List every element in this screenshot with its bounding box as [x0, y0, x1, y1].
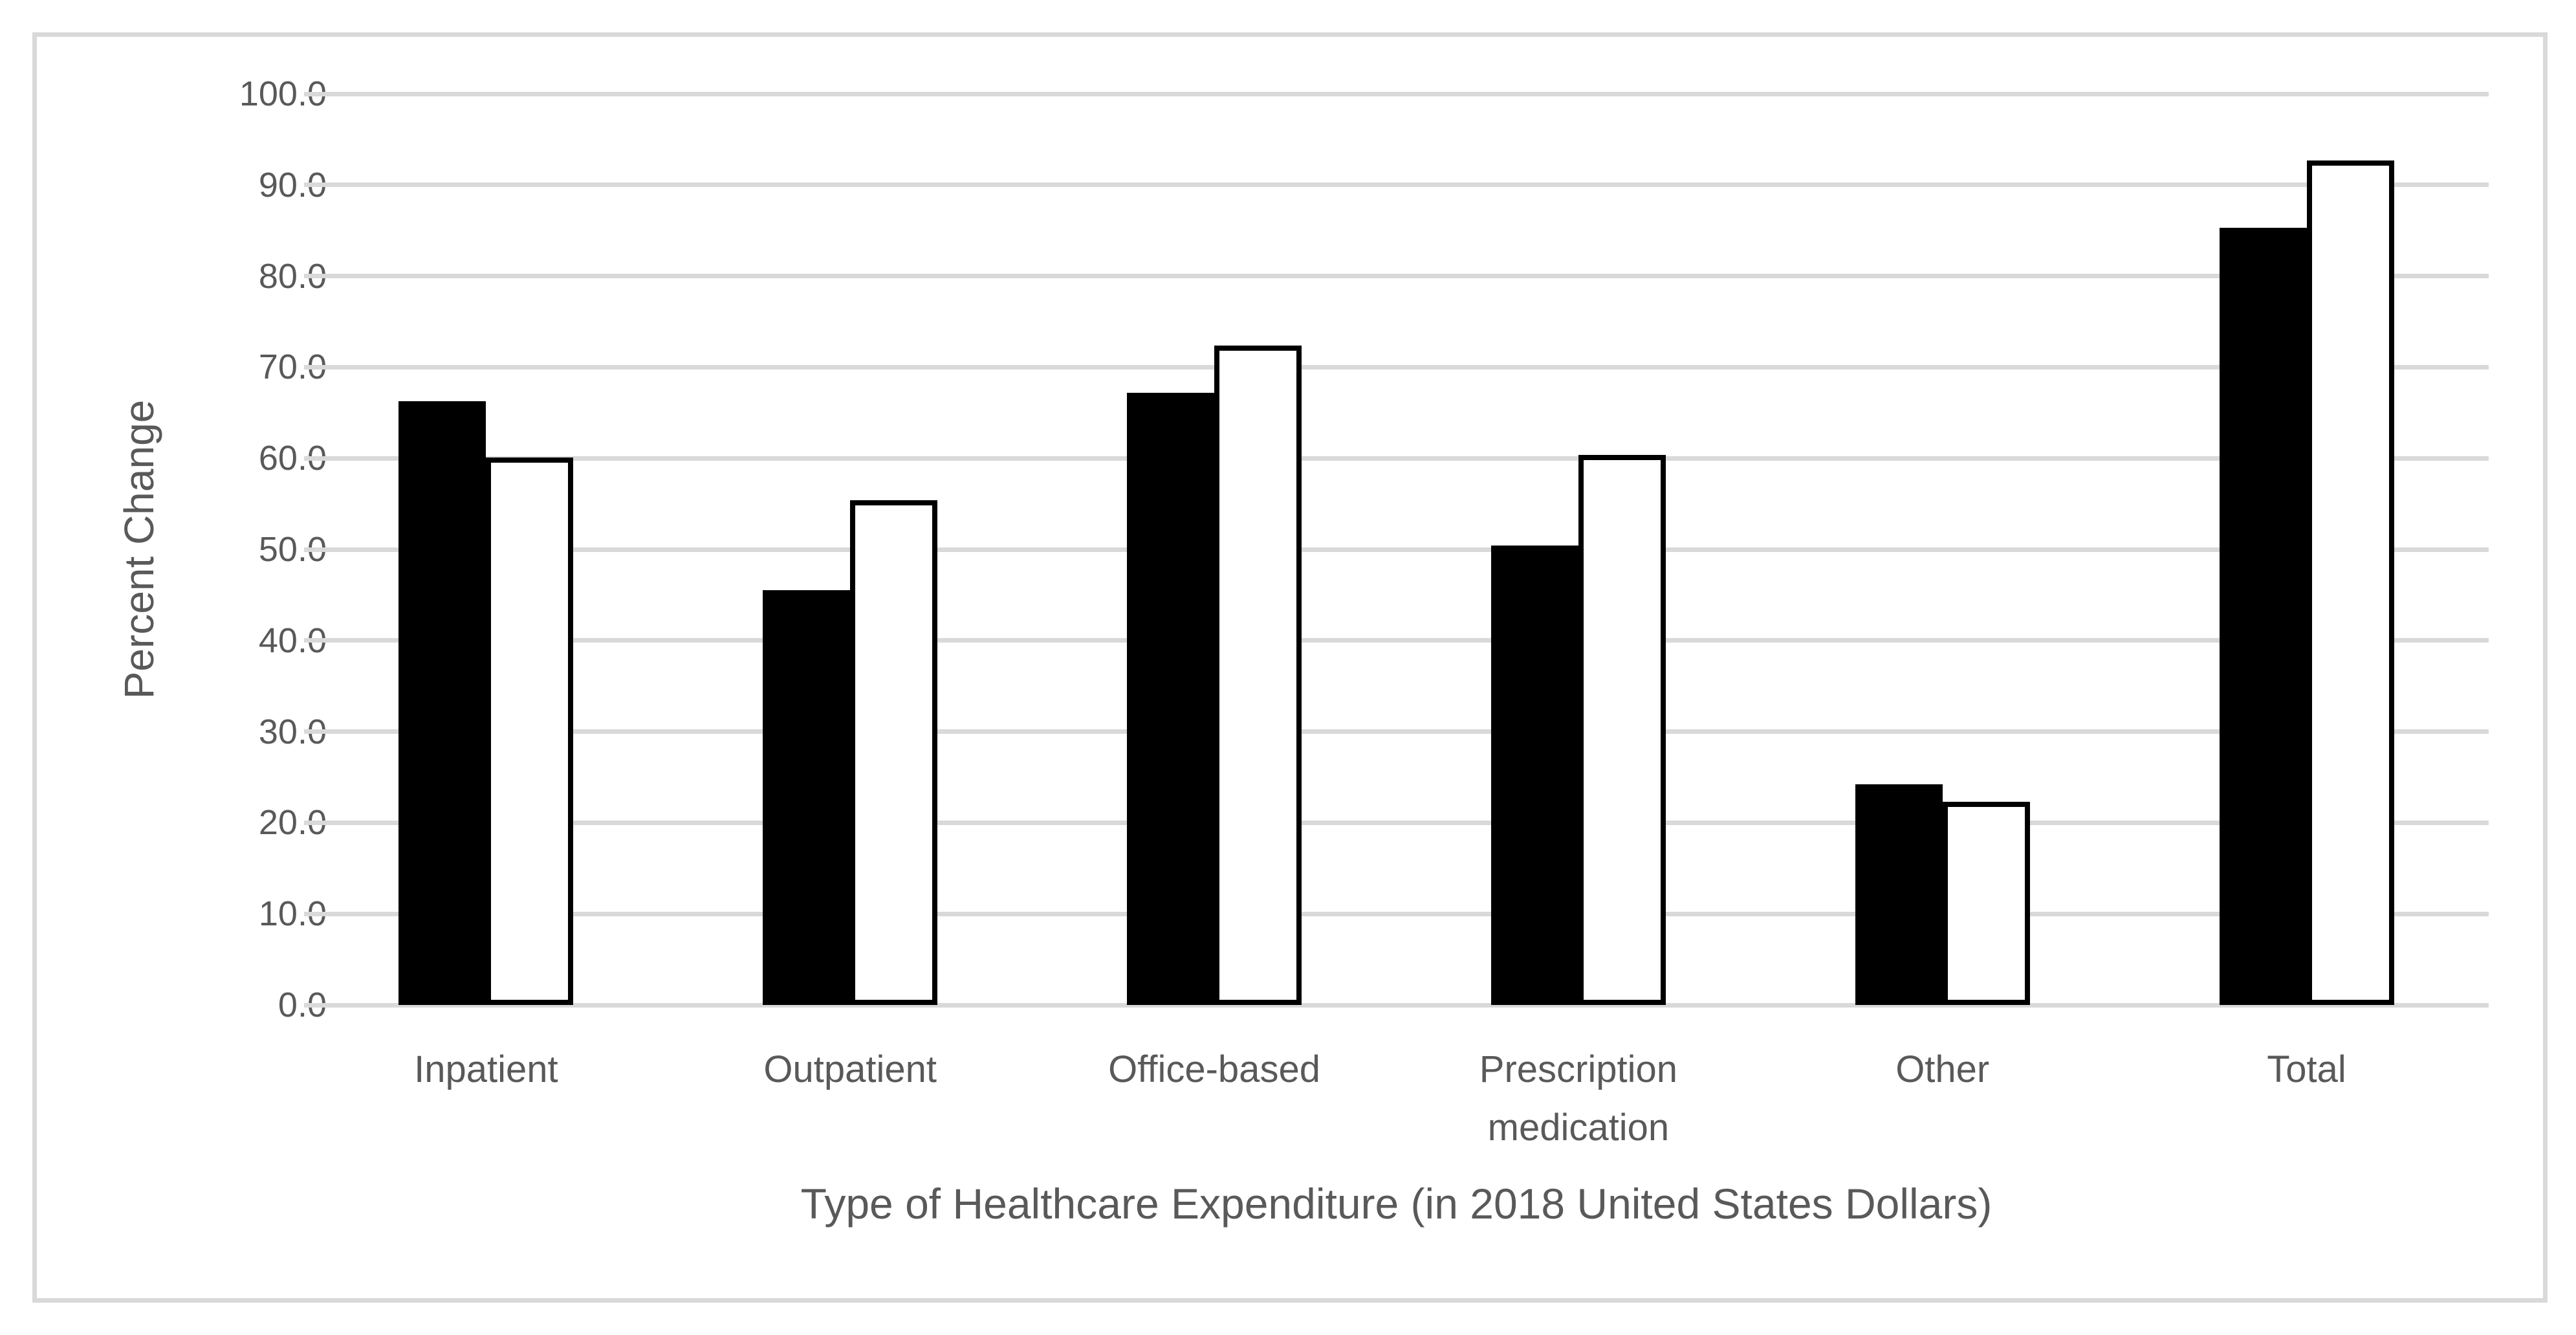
- bar-black-bars-other: [1855, 784, 1943, 1005]
- gridline-30: [304, 729, 2489, 734]
- gridline-20: [304, 820, 2489, 825]
- y-tick-label: 70.0: [258, 348, 327, 387]
- plot-area: [304, 91, 2489, 1008]
- bar-white-bars-outpatient: [850, 500, 938, 1005]
- bar-black-bars-inpatient: [398, 401, 486, 1005]
- y-tick-label: 30.0: [258, 712, 327, 751]
- x-axis-title: Type of Healthcare Expenditure (in 2018 …: [800, 1180, 1992, 1228]
- gridline-40: [304, 638, 2489, 643]
- bar-black-bars-total: [2219, 227, 2307, 1005]
- bar-groups: [304, 94, 2489, 1005]
- bar-group-inpatient: [304, 94, 668, 1005]
- bar-group-other: [1760, 94, 2124, 1005]
- gridline-90: [304, 182, 2489, 188]
- bar-group-prescription-medication: [1396, 94, 1760, 1005]
- y-tick-label: 50.0: [258, 530, 327, 569]
- bar-black-bars-office-based: [1127, 392, 1215, 1005]
- y-tick-label: 0.0: [278, 986, 327, 1024]
- y-tick-label: 60.0: [258, 439, 327, 478]
- bar-group-total: [2124, 94, 2489, 1005]
- bar-white-bars-other: [1942, 802, 2030, 1005]
- x-category-label-total: Total: [2267, 1048, 2346, 1090]
- gridline-80: [304, 274, 2489, 279]
- gridline-50: [304, 547, 2489, 552]
- bar-black-bars-prescription-medication: [1490, 546, 1578, 1005]
- gridline-100: [304, 91, 2489, 96]
- x-axis-category-labels: Inpatient Outpatient Office-based Prescript…: [304, 1041, 2489, 1157]
- bar-black-bars-outpatient: [763, 590, 851, 1005]
- gridline-60: [304, 456, 2489, 461]
- y-tick-label: 80.0: [258, 256, 327, 296]
- gridline-70: [304, 364, 2489, 370]
- bar-white-bars-inpatient: [486, 457, 574, 1005]
- gridline-0: [304, 1002, 2489, 1008]
- y-tick-label: 10.0: [258, 894, 327, 934]
- x-category-label-prescription-medication: Prescription medication: [1479, 1048, 1678, 1149]
- gridlines-layer: [304, 91, 2489, 1008]
- gridline-10: [304, 911, 2489, 916]
- x-category-label-other: Other: [1895, 1048, 1990, 1090]
- bar-group-office-based: [1032, 94, 1397, 1005]
- bar-white-bars-total: [2306, 160, 2394, 1005]
- x-category-label-outpatient: Outpatient: [763, 1048, 937, 1090]
- y-tick-label: 90.0: [258, 165, 327, 204]
- bar-group-outpatient: [668, 94, 1032, 1005]
- x-category-label-inpatient: Inpatient: [414, 1048, 558, 1090]
- y-tick-label: 20.0: [258, 803, 327, 843]
- y-tick-label: 40.0: [258, 621, 327, 660]
- x-category-label-office-based: Office-based: [1108, 1048, 1320, 1090]
- bar-white-bars-office-based: [1214, 345, 1302, 1005]
- y-tick-label: 100.0: [239, 74, 327, 113]
- bar-white-bars-prescription-medication: [1578, 454, 1666, 1005]
